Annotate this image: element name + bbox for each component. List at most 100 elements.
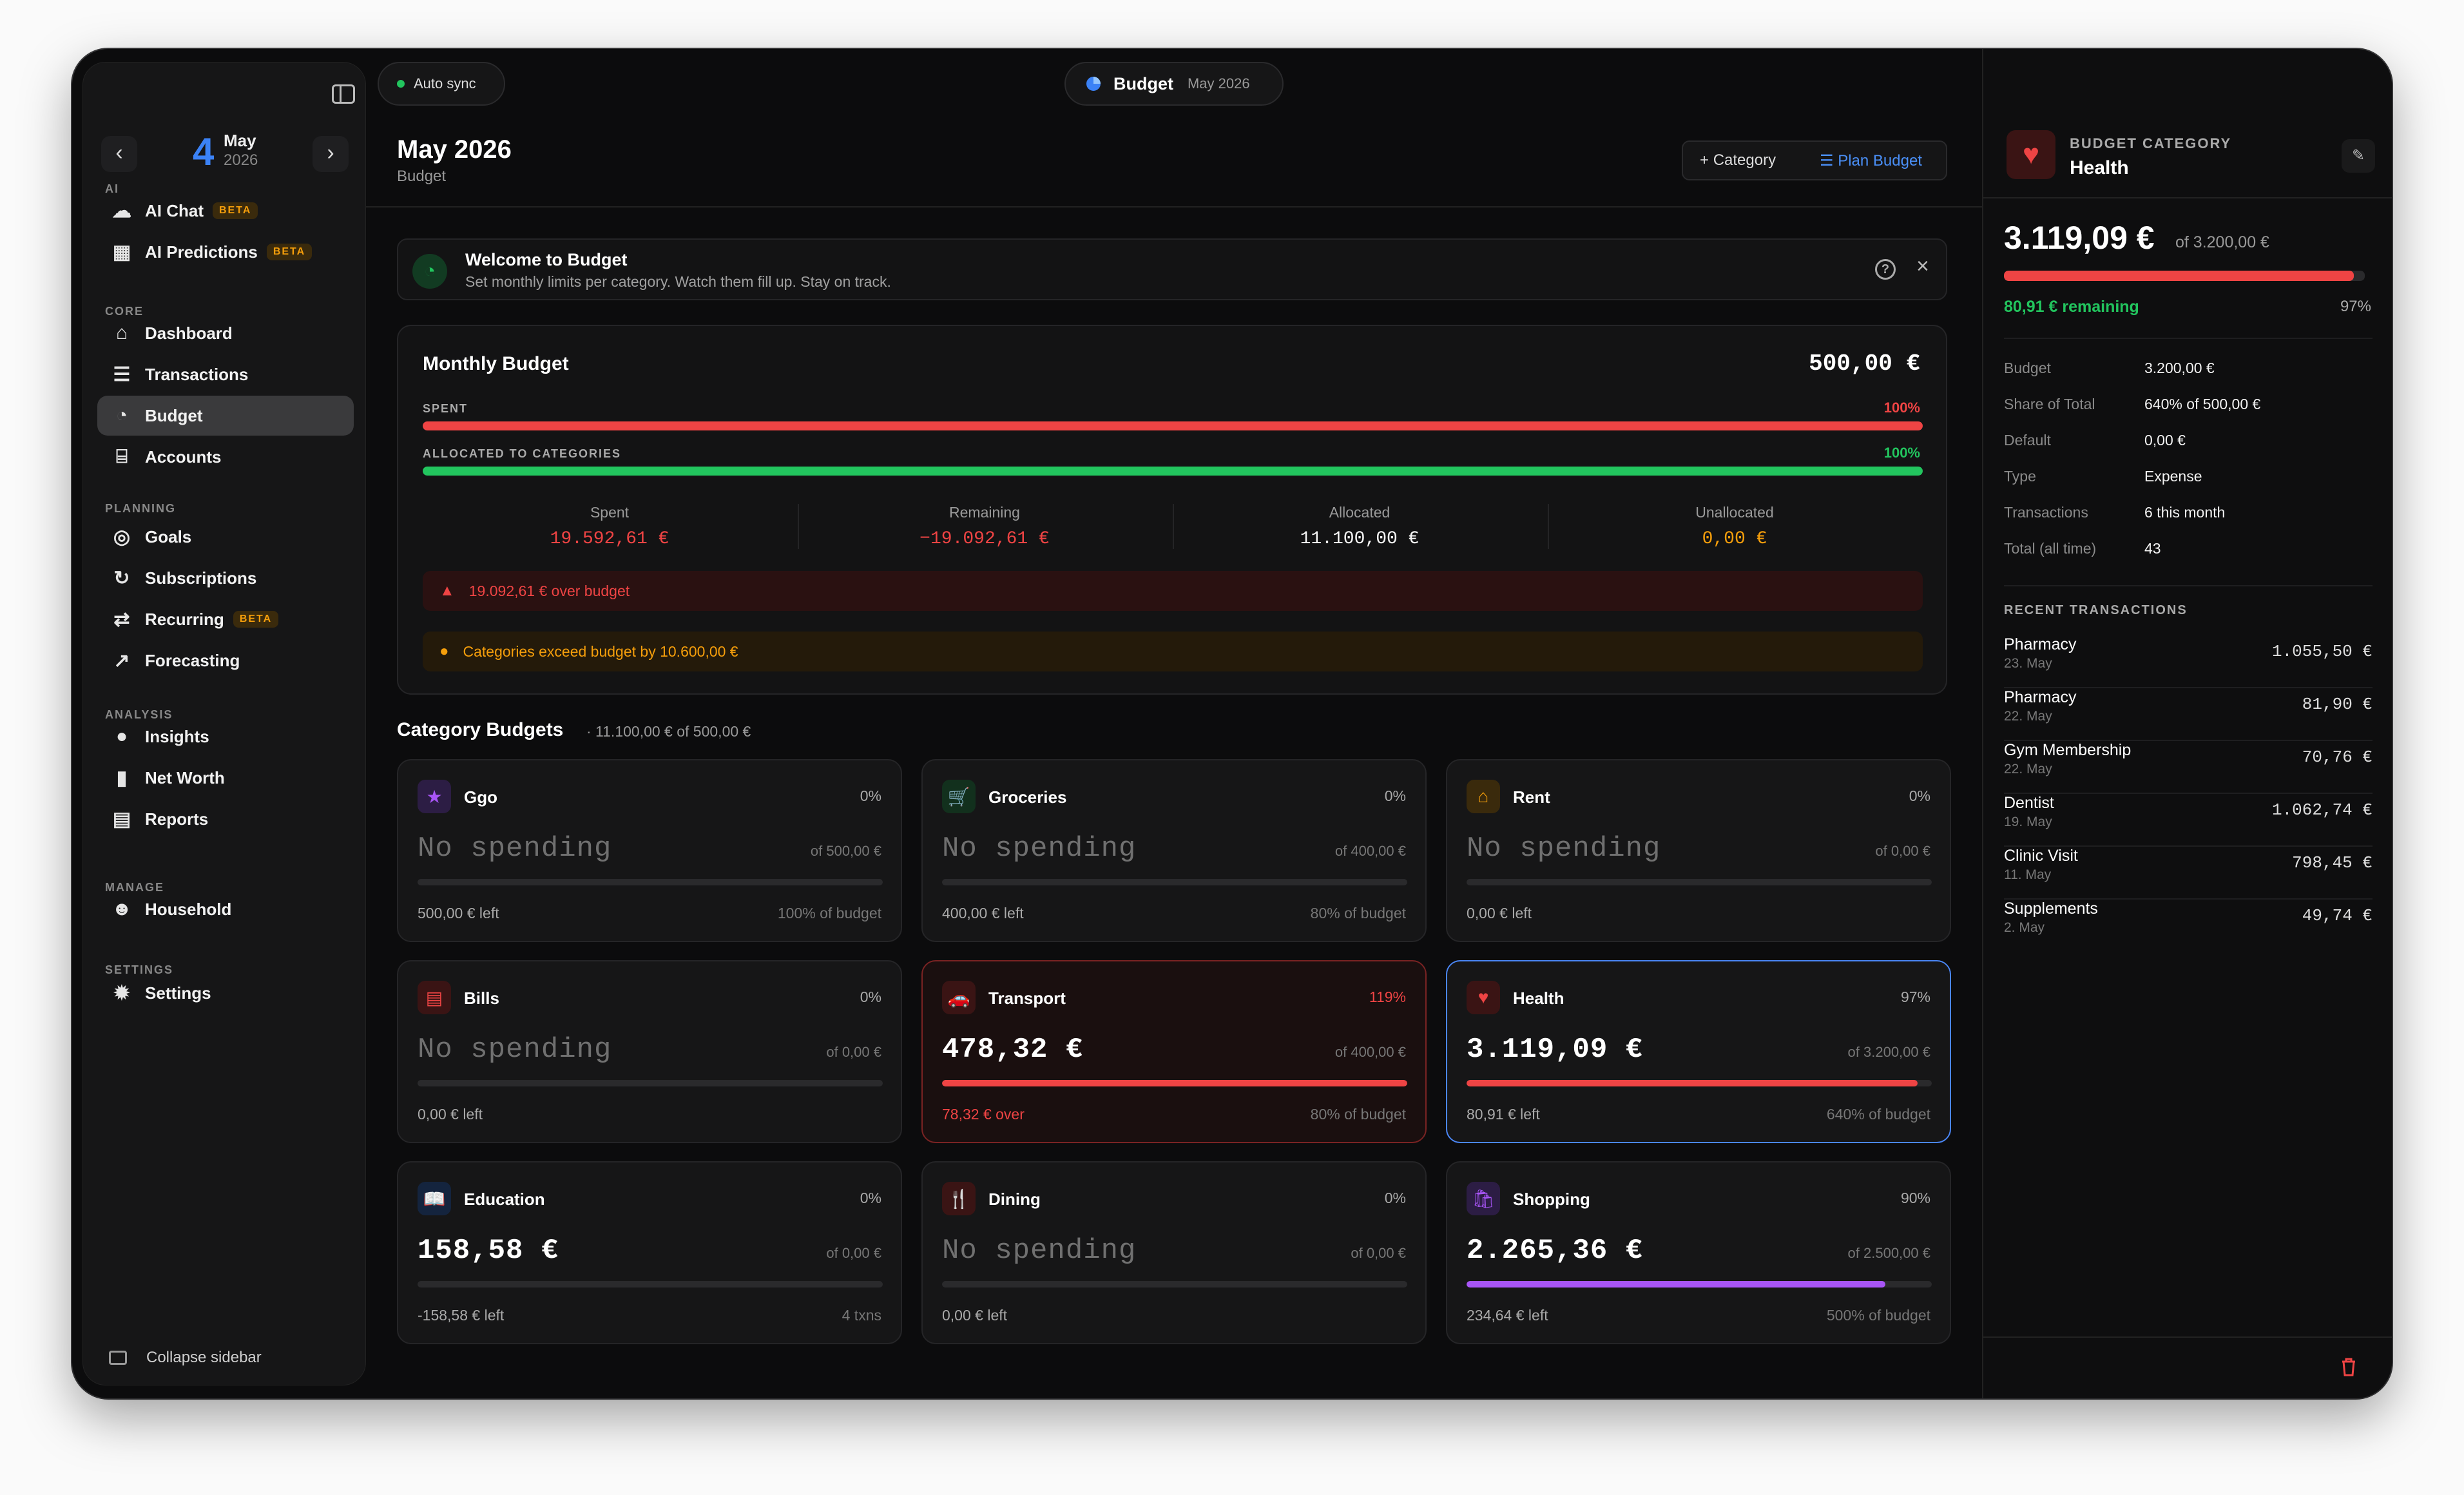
sidebar-item-ai-chat[interactable]: ☁ AI Chat BETA xyxy=(97,191,354,231)
pie-chart-icon xyxy=(1086,77,1101,91)
collapse-sidebar-button[interactable]: Collapse sidebar xyxy=(109,1349,262,1367)
detail-progress-fill xyxy=(2004,271,2354,281)
category-progress-bar xyxy=(418,1281,883,1288)
detail-row-value: 6 this month xyxy=(2144,504,2226,521)
category-progress-bar xyxy=(942,1281,1407,1288)
sidebar-item-label: Reports xyxy=(145,809,209,829)
edit-pencil-icon[interactable]: ✎ xyxy=(2342,139,2375,173)
next-month-button[interactable]: › xyxy=(313,136,349,172)
category-spent: 2.265,36 € xyxy=(1467,1235,1644,1267)
category-name: Education xyxy=(464,1190,545,1209)
transaction-date: 11. May xyxy=(2004,867,2052,882)
prev-month-button[interactable]: ‹ xyxy=(101,136,137,172)
category-card-groceries[interactable]: 🛒 Groceries 0% No spending of 400,00 € 400,00… xyxy=(921,759,1427,942)
app-window: ‹ 4 May 2026 › AI ☁ AI Chat BETA ▦ AI Predict… xyxy=(72,49,2392,1398)
auto-sync-pill[interactable]: Auto sync xyxy=(378,62,505,106)
stat-label: Spent xyxy=(590,504,630,521)
monthly-budget-label: Monthly Budget xyxy=(423,353,569,374)
sidebar-item-label: Goals xyxy=(145,526,192,546)
transaction-name: Dentist xyxy=(2004,794,2054,812)
sidebar-item-recurring[interactable]: ⇄ Recurring BETA xyxy=(97,599,354,639)
category-name: Shopping xyxy=(1513,1190,1590,1209)
detail-spent-amount: 3.119,09 € xyxy=(2004,220,2155,256)
category-card-dining[interactable]: 🍴 Dining 0% No spending of 0,00 € 0,00 € left xyxy=(921,1161,1427,1344)
sidebar-item-settings[interactable]: ✹ Settings xyxy=(97,973,354,1013)
sidebar-item-subscriptions[interactable]: ↻ Subscriptions xyxy=(97,558,354,598)
sidebar-item-label: Accounts xyxy=(145,447,222,467)
sidebar-item-insights[interactable]: ● Insights xyxy=(97,717,354,757)
sidebar-item-goals[interactable]: ◎ Goals xyxy=(97,517,354,557)
transaction-name: Gym Membership xyxy=(2004,741,2132,759)
date-navigator: ‹ 4 May 2026 › xyxy=(101,130,349,177)
category-left: 78,32 € over xyxy=(942,1106,1025,1123)
sidebar-item-ai-predictions[interactable]: ▦ AI Predictions BETA xyxy=(97,232,354,272)
sidebar-item-label: Budget xyxy=(145,405,203,425)
repeat-icon: ⇄ xyxy=(113,608,130,630)
plan-budget-button[interactable]: ☰ Plan Budget xyxy=(1812,151,1922,170)
close-icon[interactable]: × xyxy=(1916,254,1929,278)
detail-divider xyxy=(1983,197,2392,198)
sidebar-item-reports[interactable]: ▤ Reports xyxy=(97,799,354,839)
category-card-education[interactable]: 📖 Education 0% 158,58 € of 0,00 € -158,58 € l… xyxy=(397,1161,902,1344)
category-share: 4 txns xyxy=(842,1307,881,1324)
sidebar-icon xyxy=(109,1351,127,1365)
detail-row-key: Transactions xyxy=(2004,504,2088,521)
sidebar-item-label: Subscriptions xyxy=(145,568,257,588)
category-card-bills[interactable]: ▤ Bills 0% No spending of 0,00 € 0,00 € left xyxy=(397,960,902,1143)
sidebar-item-household[interactable]: ☻ Household xyxy=(97,889,354,929)
welcome-text: Set monthly limits per category. Watch t… xyxy=(465,273,891,290)
category-percent: 0% xyxy=(860,787,881,804)
sidebar-section-label: ANALYSIS xyxy=(105,708,173,721)
category-percent: 97% xyxy=(1900,989,1930,1005)
detail-divider xyxy=(2004,585,2373,586)
sidebar-item-budget[interactable]: ◔ Budget xyxy=(97,396,354,436)
transaction-row[interactable]: Clinic Visit 11. May 798,45 € xyxy=(2004,847,2373,900)
category-percent: 0% xyxy=(860,1190,881,1206)
sidebar-item-accounts[interactable]: ⌸ Accounts xyxy=(97,437,354,477)
sidebar-item-forecasting[interactable]: ↗ Forecasting xyxy=(97,641,354,680)
category-card-health[interactable]: ♥ Health 97% 3.119,09 € of 3.200,00 € 80,91 €… xyxy=(1446,960,1951,1143)
trash-icon[interactable] xyxy=(2340,1357,2357,1376)
category-percent: 0% xyxy=(1384,787,1406,804)
spent-percent: 100% xyxy=(1883,400,1920,416)
header-actions: + Category ☰ Plan Budget xyxy=(1682,140,1947,180)
category-progress-bar xyxy=(942,879,1407,885)
document-icon: ▤ xyxy=(112,808,131,830)
transaction-row[interactable]: Dentist 19. May 1.062,74 € xyxy=(2004,794,2373,847)
category-left: 0,00 € left xyxy=(1467,905,1532,921)
category-percent: 0% xyxy=(1384,1190,1406,1206)
window-title: Budget xyxy=(1113,73,1173,93)
category-spent: No spending xyxy=(1467,833,1661,865)
sidebar-item-transactions[interactable]: ☰ Transactions xyxy=(97,354,354,394)
bag-icon: 🛍 xyxy=(1467,1182,1500,1215)
category-progress-fill xyxy=(1467,1080,1918,1086)
sidebar-item-net-worth[interactable]: ▮ Net Worth xyxy=(97,758,354,798)
category-progress-bar xyxy=(418,879,883,885)
transaction-name: Supplements xyxy=(2004,900,2098,918)
category-card-ggo[interactable]: ★ Ggo 0% No spending of 500,00 € 500,00 € lef… xyxy=(397,759,902,942)
category-left: 0,00 € left xyxy=(418,1106,483,1123)
sidebar-toggle-icon[interactable] xyxy=(332,84,355,104)
category-detail-panel: ♥ BUDGET CATEGORY Health ✎ 3.119,09 € of… xyxy=(1982,49,2392,1398)
transaction-name: Clinic Visit xyxy=(2004,847,2078,865)
category-budget-of: of 0,00 € xyxy=(826,1044,881,1060)
category-percent: 0% xyxy=(1909,787,1930,804)
category-card-transport[interactable]: 🚗 Transport 119% 478,32 € of 400,00 € 78,32 €… xyxy=(921,960,1427,1143)
detail-category-name: Health xyxy=(2070,157,2129,178)
category-card-shopping[interactable]: 🛍 Shopping 90% 2.265,36 € of 2.500,00 € 234,6… xyxy=(1446,1161,1951,1344)
add-category-button[interactable]: + Category xyxy=(1683,151,1812,169)
transaction-row[interactable]: Pharmacy 23. May 1.055,50 € xyxy=(2004,635,2373,688)
transaction-row[interactable]: Pharmacy 22. May 81,90 € xyxy=(2004,688,2373,741)
category-percent: 0% xyxy=(860,989,881,1005)
transaction-date: 2. May xyxy=(2004,920,2045,935)
transaction-row[interactable]: Supplements 2. May 49,74 € xyxy=(2004,900,2373,952)
sidebar-item-label: Settings xyxy=(145,983,211,1003)
page-title: May 2026 xyxy=(397,135,512,164)
transaction-row[interactable]: Gym Membership 22. May 70,76 € xyxy=(2004,741,2373,794)
help-icon[interactable]: ? xyxy=(1875,259,1896,280)
sidebar-item-label: Forecasting xyxy=(145,650,240,670)
category-progress-bar xyxy=(1467,1281,1932,1288)
category-card-rent[interactable]: ⌂ Rent 0% No spending of 0,00 € 0,00 € left xyxy=(1446,759,1951,942)
sidebar-item-dashboard[interactable]: ⌂ Dashboard xyxy=(97,313,354,353)
sidebar-item-label: Household xyxy=(145,899,232,919)
